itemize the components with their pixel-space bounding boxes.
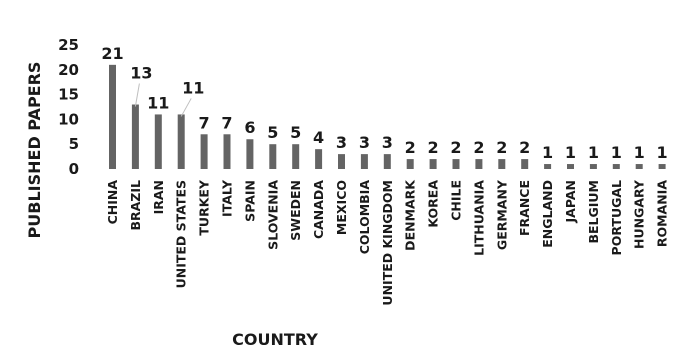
data-label: 1 — [634, 143, 645, 162]
y-tick-label: 15 — [58, 86, 79, 104]
bar — [177, 114, 185, 169]
data-label: 7 — [221, 113, 232, 132]
bar — [383, 154, 391, 169]
category-label: LITHUANIA — [471, 180, 486, 256]
category-label: ROMANIA — [655, 180, 670, 247]
data-label: 2 — [405, 138, 416, 157]
y-tick-label: 5 — [69, 135, 79, 153]
x-axis-title: COUNTRY — [232, 330, 318, 349]
data-label: 1 — [657, 143, 668, 162]
data-label: 1 — [565, 143, 576, 162]
leader-line — [134, 83, 140, 107]
bar — [544, 164, 552, 169]
category-label: MEXICO — [334, 180, 349, 235]
category-label: CHILE — [449, 180, 464, 221]
bar — [131, 104, 139, 169]
bar — [406, 159, 414, 169]
category-label: CHINA — [105, 180, 120, 225]
category-label: BRAZIL — [128, 180, 143, 231]
data-label: 5 — [290, 123, 301, 142]
data-label: 3 — [336, 133, 347, 152]
data-label: 21 — [101, 44, 123, 63]
bar — [452, 159, 460, 169]
bar — [338, 154, 345, 169]
category-label: HUNGARY — [632, 179, 647, 249]
y-tick-label: 10 — [58, 110, 79, 128]
category-label: SLOVENIA — [265, 180, 280, 250]
leader-line — [180, 98, 192, 117]
data-label: 1 — [542, 143, 553, 162]
data-label: 1 — [588, 143, 599, 162]
category-label: UNITED KINGDOM — [380, 180, 395, 306]
category-label: SWEDEN — [288, 180, 303, 241]
bar — [246, 139, 254, 169]
category-label: FRANCE — [517, 180, 532, 236]
bar — [567, 164, 574, 169]
y-tick-label: 20 — [58, 61, 79, 79]
category-label: COLOMBIA — [357, 180, 372, 255]
bar — [635, 164, 643, 169]
category-label: CANADA — [311, 180, 326, 239]
bar — [360, 154, 368, 169]
bar — [589, 164, 597, 169]
category-label: UNITED STATES — [174, 180, 189, 288]
bar — [429, 159, 437, 169]
bar — [612, 164, 620, 169]
data-label: 2 — [496, 138, 507, 157]
category-label: SPAIN — [242, 180, 257, 222]
bar — [475, 159, 483, 169]
bars — [109, 64, 666, 169]
data-label: 4 — [313, 128, 324, 147]
category-label: KOREA — [426, 180, 441, 228]
category-label: PORTUGAL — [609, 180, 624, 255]
data-label: 1 — [611, 143, 622, 162]
bar — [315, 149, 323, 169]
leader-lines — [134, 83, 192, 117]
bar — [658, 164, 666, 169]
category-label: ENGLAND — [540, 180, 555, 248]
data-label: 11 — [182, 78, 204, 97]
category-label: GERMANY — [494, 179, 509, 250]
data-label: 2 — [450, 138, 461, 157]
y-tick-label: 25 — [58, 36, 79, 54]
bar — [498, 159, 506, 169]
data-label: 5 — [267, 123, 278, 142]
bar — [521, 159, 529, 169]
category-label: JAPAN — [563, 180, 578, 223]
y-axis-title: PUBLISHED PAPERS — [25, 62, 44, 239]
data-label: 2 — [428, 138, 439, 157]
data-label: 3 — [382, 133, 393, 152]
data-label: 6 — [244, 118, 255, 137]
bar — [292, 144, 300, 169]
data-label: 3 — [359, 133, 370, 152]
data-label: 13 — [130, 64, 152, 83]
x-axis-categories: CHINA BRAZIL IRAN UNITED STATES TURKEY ITALY S… — [105, 179, 670, 306]
bar — [223, 134, 231, 169]
data-label: 2 — [519, 138, 530, 157]
bar — [109, 64, 116, 169]
bar — [200, 134, 208, 169]
y-tick-label: 0 — [69, 160, 79, 178]
category-label: ITALY — [220, 179, 235, 217]
bar — [269, 144, 277, 169]
category-label: DENMARK — [403, 179, 418, 251]
data-label: 7 — [199, 113, 210, 132]
data-label: 11 — [147, 93, 169, 112]
bar — [154, 114, 162, 169]
data-label: 2 — [473, 138, 484, 157]
category-label: BELGIUM — [586, 180, 601, 244]
category-label: IRAN — [151, 180, 166, 214]
category-label: TURKEY — [197, 179, 212, 236]
y-axis-ticks: 0 5 10 15 20 25 — [58, 36, 79, 178]
